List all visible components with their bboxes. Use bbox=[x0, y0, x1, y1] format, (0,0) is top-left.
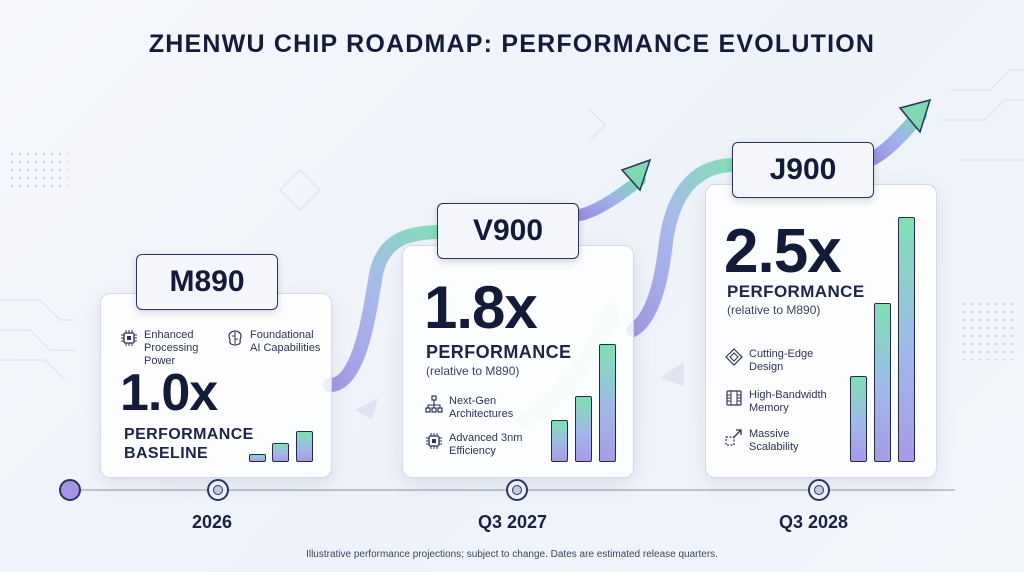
feature-item: Advanced 3nm Efficiency bbox=[425, 432, 535, 458]
decorative-dots bbox=[8, 150, 68, 190]
timeline-start-dot bbox=[59, 479, 81, 501]
performance-bar bbox=[898, 217, 915, 462]
feature-text: Next-Gen Architectures bbox=[449, 395, 514, 420]
hierarchy-icon bbox=[425, 395, 443, 413]
brain-icon bbox=[228, 330, 242, 346]
feature-item: High-Bandwidth Memory bbox=[725, 389, 845, 415]
timeline-node bbox=[506, 479, 528, 501]
performance-sublabel: BASELINE bbox=[124, 445, 209, 462]
design-icon bbox=[725, 348, 743, 366]
growth-ribbon bbox=[323, 225, 447, 392]
performance-multiplier: 2.5x bbox=[724, 217, 842, 286]
chip-icon bbox=[426, 433, 442, 449]
performance-sublabel: (relative to M890) bbox=[727, 303, 821, 317]
decorative-dots bbox=[960, 300, 1016, 360]
footnote: Illustrative performance projections; su… bbox=[306, 549, 718, 560]
performance-label: PERFORMANCE bbox=[727, 282, 865, 301]
circuit-lines bbox=[0, 69, 1024, 381]
performance-bar bbox=[850, 376, 867, 462]
chip-name-tag: J900 bbox=[732, 142, 874, 198]
performance-bar bbox=[272, 443, 289, 462]
performance-bar bbox=[575, 396, 592, 462]
performance-bar bbox=[249, 454, 266, 462]
feature-text: Foundational AI Capabilities bbox=[250, 329, 321, 354]
feature-item: Next-Gen Architectures bbox=[425, 395, 535, 421]
feature-item: Massive Scalability bbox=[725, 428, 840, 454]
milestone-date: 2026 bbox=[192, 512, 233, 532]
memory-icon bbox=[726, 390, 742, 406]
feature-text: Advanced 3nm Efficiency bbox=[449, 432, 523, 457]
performance-label: PERFORMANCE bbox=[426, 342, 572, 362]
growth-arrowhead bbox=[898, 98, 932, 134]
chip-name-tag: M890 bbox=[136, 254, 278, 310]
performance-bar bbox=[599, 344, 616, 462]
milestone-date: Q3 2028 bbox=[779, 512, 849, 532]
milestone-card-m890 bbox=[100, 293, 332, 478]
performance-bar bbox=[551, 420, 568, 462]
timeline-node bbox=[808, 479, 830, 501]
milestone-card-v900 bbox=[402, 245, 634, 478]
performance-multiplier: 1.8x bbox=[424, 274, 538, 341]
feature-item: Cutting-Edge Design bbox=[725, 348, 840, 374]
growth-arrowhead bbox=[620, 158, 652, 192]
feature-item: Enhanced Processing Power bbox=[120, 329, 220, 368]
feature-text: Cutting-Edge Design bbox=[749, 348, 814, 373]
performance-sublabel: (relative to M890) bbox=[426, 364, 520, 378]
timeline-node bbox=[207, 479, 229, 501]
growth-ribbon bbox=[574, 174, 646, 221]
feature-text: Enhanced Processing Power bbox=[144, 329, 199, 367]
milestone-date: Q3 2027 bbox=[478, 512, 548, 532]
feature-text: Massive Scalability bbox=[749, 428, 799, 453]
performance-bar bbox=[874, 303, 891, 462]
scale-icon bbox=[725, 429, 742, 446]
chip-name-tag: V900 bbox=[437, 203, 579, 259]
page-title: ZHENWU CHIP ROADMAP: PERFORMANCE EVOLUTI… bbox=[148, 30, 876, 58]
feature-item: Foundational AI Capabilities bbox=[226, 329, 326, 355]
feature-text: High-Bandwidth Memory bbox=[749, 389, 827, 414]
decorative-triangle bbox=[355, 398, 378, 420]
chip-icon bbox=[121, 330, 137, 346]
decorative-triangle bbox=[660, 362, 684, 386]
performance-label: PERFORMANCE bbox=[124, 426, 254, 443]
performance-multiplier: 1.0x bbox=[120, 364, 218, 422]
performance-bar bbox=[296, 431, 313, 462]
growth-ribbon bbox=[626, 158, 742, 337]
